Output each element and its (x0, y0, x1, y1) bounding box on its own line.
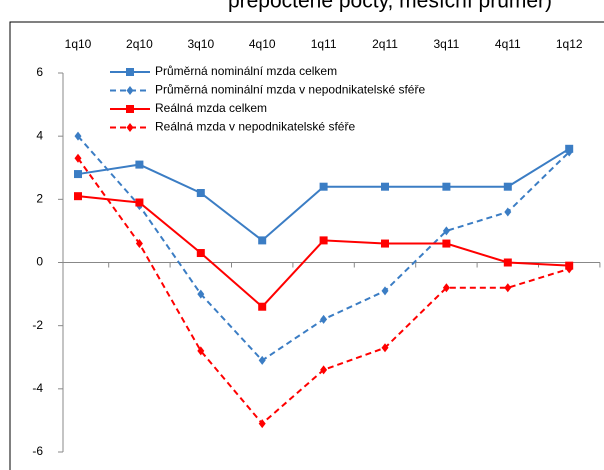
x-tick-label: 3q10 (187, 37, 214, 51)
point (565, 264, 573, 274)
point (320, 365, 328, 375)
x-tick-label: 1q12 (556, 37, 583, 51)
legend-label: Průměrná nominální mzda v nepodnikatelsk… (155, 83, 425, 97)
point (503, 182, 512, 191)
point (381, 182, 389, 191)
point (135, 160, 144, 169)
point (442, 182, 451, 191)
legend-label: Reálná mzda celkem (155, 101, 267, 115)
series-line (77, 147, 570, 242)
point (503, 258, 512, 267)
legend-marker (126, 68, 134, 76)
point (381, 286, 389, 296)
x-tick-label: 2q11 (372, 37, 398, 51)
y-tick-label: -6 (32, 444, 43, 458)
point (196, 189, 205, 198)
point (381, 343, 389, 353)
chart-title: přepočtené počty, měsíční průměr) (228, 0, 552, 13)
point (135, 239, 143, 249)
point (197, 289, 205, 299)
legend-marker (126, 86, 134, 95)
legend-marker (126, 105, 134, 113)
point (442, 283, 450, 293)
series-line (77, 195, 570, 309)
y-tick-label: 4 (36, 128, 43, 142)
point (258, 355, 266, 365)
series-line (77, 157, 570, 425)
x-tick-label: 4q11 (495, 37, 521, 51)
point (504, 283, 512, 293)
y-tick-label: -4 (32, 381, 43, 395)
point (258, 419, 266, 429)
y-tick-label: 2 (36, 192, 43, 206)
point (319, 182, 328, 191)
point (565, 147, 573, 157)
y-tick-label: 0 (36, 255, 43, 269)
point (442, 239, 451, 248)
legend-label: Reálná mzda v nepodnikatelské sféře (155, 120, 355, 134)
legend-marker (126, 123, 134, 132)
point (74, 153, 82, 163)
point (258, 236, 267, 245)
x-tick-label: 1q10 (65, 37, 92, 51)
point (258, 302, 267, 311)
point (319, 236, 328, 245)
x-tick-label: 4q10 (249, 37, 276, 51)
point (320, 314, 328, 324)
point (74, 170, 82, 179)
point (504, 207, 512, 217)
legend-label: Průměrná nominální mzda celkem (155, 64, 337, 78)
x-tick-label: 1q11 (311, 37, 337, 51)
x-tick-label: 2q10 (126, 37, 153, 51)
point (197, 346, 205, 356)
point (381, 239, 389, 248)
point (74, 131, 82, 141)
y-tick-label: -2 (32, 318, 43, 332)
point (442, 226, 450, 236)
x-tick-label: 3q11 (433, 37, 459, 51)
point (135, 198, 144, 207)
chart-frame (9, 21, 604, 470)
point (196, 249, 205, 258)
point (74, 192, 82, 201)
y-tick-label: 6 (36, 65, 43, 79)
